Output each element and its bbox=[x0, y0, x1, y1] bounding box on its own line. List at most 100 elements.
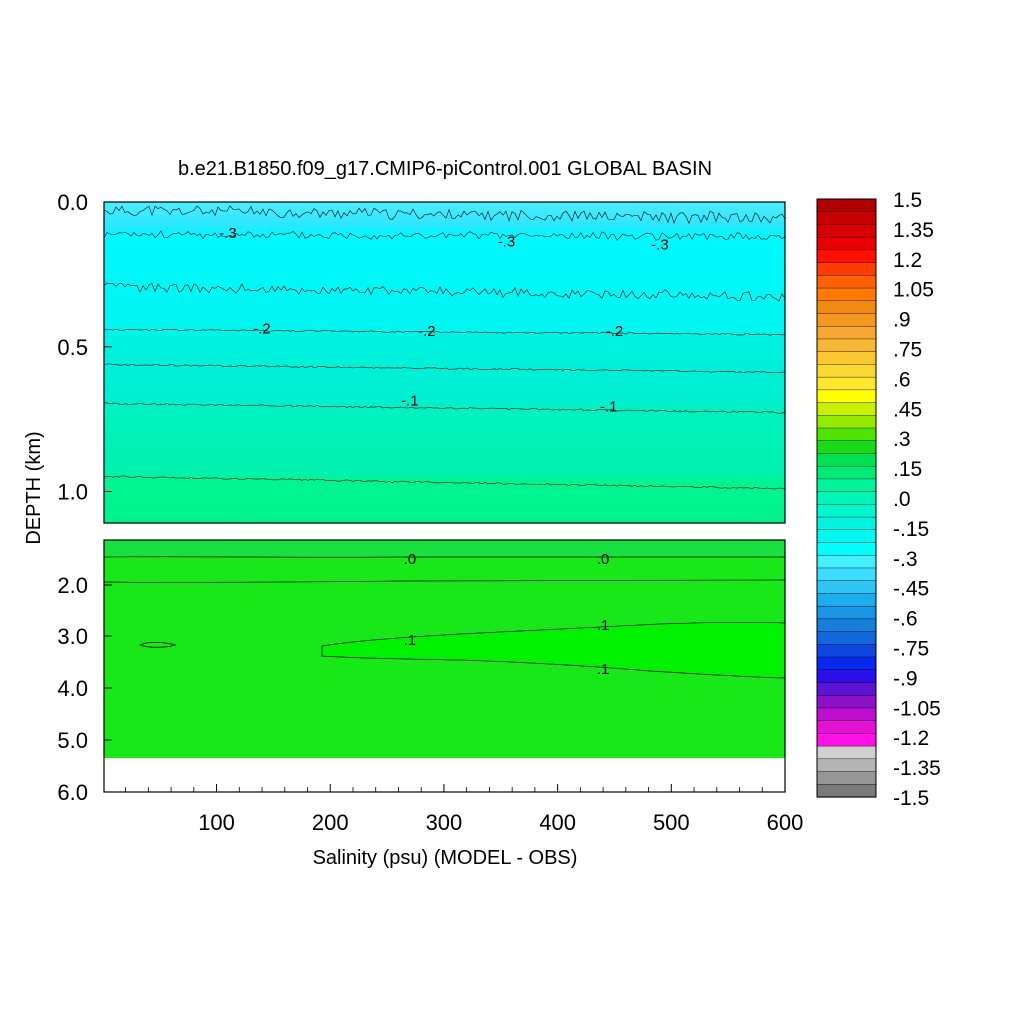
contour-line-surface bbox=[103, 205, 786, 225]
y-tick-label: 2.0 bbox=[57, 573, 88, 598]
contour-line-minus-0.2 bbox=[103, 328, 786, 336]
lower-panel-deep-band bbox=[104, 540, 785, 557]
upper-panel-field bbox=[104, 202, 785, 523]
y-tick-label: 0.0 bbox=[57, 190, 88, 215]
colorbar-label: -.75 bbox=[893, 638, 929, 661]
lower-panel bbox=[103, 539, 786, 793]
colorbar-swatch bbox=[816, 516, 877, 531]
colorbar-swatch bbox=[816, 262, 877, 276]
no-data-area bbox=[104, 758, 785, 792]
colorbar-label: .0 bbox=[893, 488, 911, 511]
contour-line-minus-0.3-upper bbox=[103, 230, 786, 241]
colorbar-swatch bbox=[816, 198, 877, 213]
colorbar-label: -1.05 bbox=[893, 697, 941, 720]
colorbar-swatch bbox=[816, 542, 877, 556]
colorbar-swatch bbox=[816, 236, 877, 251]
colorbar-swatch bbox=[816, 593, 877, 607]
contour-line-small-cell bbox=[139, 642, 177, 648]
lower-panel-frame bbox=[103, 539, 786, 793]
colorbar-swatch bbox=[816, 784, 877, 798]
colorbar-label: -.45 bbox=[893, 578, 929, 601]
contour-label: -.2 bbox=[606, 323, 624, 340]
colorbar-swatch bbox=[816, 733, 877, 747]
colorbar-swatch bbox=[816, 618, 877, 633]
upper-panel bbox=[103, 201, 786, 524]
colorbar-swatch bbox=[816, 771, 877, 785]
colorbar-label: 1.35 bbox=[893, 219, 934, 242]
colorbar-swatch bbox=[816, 326, 877, 340]
colorbar-swatch bbox=[816, 224, 877, 238]
colorbar-label: .45 bbox=[893, 398, 922, 421]
colorbar-swatch bbox=[816, 631, 877, 645]
y-tick-label: 4.0 bbox=[57, 676, 88, 701]
colorbar-swatch bbox=[816, 758, 877, 773]
colorbar-swatch bbox=[816, 478, 877, 493]
colorbar-swatch bbox=[816, 656, 877, 671]
upper-contours bbox=[103, 205, 786, 490]
colorbar-swatch bbox=[816, 453, 877, 467]
colorbar-label: -.15 bbox=[893, 518, 929, 541]
contour-line-minus-0.1 bbox=[103, 402, 786, 414]
contour-line-tongue bbox=[321, 621, 786, 679]
contour-label: -.3 bbox=[498, 233, 516, 250]
contour-label: -.3 bbox=[651, 236, 669, 253]
colorbar-frame bbox=[816, 198, 877, 798]
contour-label: .0 bbox=[597, 551, 610, 568]
contour-label: .1 bbox=[597, 617, 610, 634]
colorbar-label: -1.5 bbox=[893, 787, 929, 810]
contour-line-minus-0.15 bbox=[103, 363, 786, 373]
colorbar-label: 1.05 bbox=[893, 279, 934, 302]
colorbar-swatch bbox=[816, 555, 877, 569]
colorbar-swatch bbox=[816, 529, 877, 544]
chart-title: b.e21.B1850.f09_g17.CMIP6-piControl.001 … bbox=[178, 158, 712, 180]
colorbar-swatch bbox=[816, 644, 877, 658]
colorbar-label: .6 bbox=[893, 368, 911, 391]
colorbar-swatch bbox=[816, 351, 877, 365]
colorbar-label: -.6 bbox=[893, 608, 918, 631]
colorbar-swatch bbox=[816, 287, 877, 302]
colorbar-swatch bbox=[816, 313, 877, 327]
colorbar-swatch bbox=[816, 745, 877, 760]
positive-tongue bbox=[322, 622, 785, 678]
colorbar-swatch bbox=[816, 300, 877, 315]
colorbar-swatch bbox=[816, 580, 877, 595]
colorbar-label: .15 bbox=[893, 458, 922, 481]
colorbar-label: .3 bbox=[893, 428, 911, 451]
colorbar-swatch bbox=[816, 720, 877, 734]
colorbar-swatch bbox=[816, 338, 877, 353]
colorbar-label: .9 bbox=[893, 309, 911, 332]
colorbar-label: -.3 bbox=[893, 548, 918, 571]
colorbar-swatch bbox=[816, 695, 877, 709]
contour-label: -.1 bbox=[600, 399, 618, 416]
colorbar-swatch bbox=[816, 465, 877, 480]
colorbar-label: .75 bbox=[893, 339, 922, 362]
colorbar-swatch bbox=[816, 491, 877, 505]
contour-label: -.2 bbox=[253, 320, 271, 337]
contour-label: -.1 bbox=[401, 393, 419, 410]
contour-label: .0 bbox=[404, 551, 417, 568]
x-tick-label: 500 bbox=[653, 810, 690, 835]
y-tick-label: 0.5 bbox=[57, 335, 88, 360]
colorbar-label: 1.2 bbox=[893, 249, 922, 272]
axes: 100 200 300 400 500 600 0.0 0.5 1.0 2.0 3.0 4.0 5.0 6… bbox=[57, 190, 803, 835]
colorbar-swatch bbox=[816, 415, 877, 429]
colorbar-swatch bbox=[816, 389, 877, 404]
colorbar-swatch bbox=[816, 669, 877, 684]
contour-labels: -.3 -.3 -.3 -.2 -.2 -.2 -.1 -.1 .0 .0 .1 .1 .1 bbox=[219, 225, 669, 678]
colorbar-swatch bbox=[816, 376, 877, 391]
colorbar-swatch bbox=[816, 707, 877, 722]
colorbar-swatch bbox=[816, 605, 877, 620]
contour-label: -.3 bbox=[219, 225, 237, 242]
colorbar-swatch bbox=[816, 275, 877, 289]
colorbar-swatch bbox=[816, 402, 877, 416]
y-tick-label: 6.0 bbox=[57, 780, 88, 805]
colorbar-swatch bbox=[816, 440, 877, 455]
colorbar-label: -1.2 bbox=[893, 727, 929, 750]
colorbar-swatch bbox=[816, 364, 877, 378]
contour-label: -.2 bbox=[418, 323, 436, 340]
y-tick-label: 1.0 bbox=[57, 480, 88, 505]
contour-label: .1 bbox=[404, 632, 417, 649]
colorbar: 1.5 1.35 1.2 1.05 .9 .75 .6 .45 .3 .15 .0 -.15 -.3 -.… bbox=[816, 189, 941, 810]
contour-line-minus-0.3-lower bbox=[103, 282, 786, 302]
